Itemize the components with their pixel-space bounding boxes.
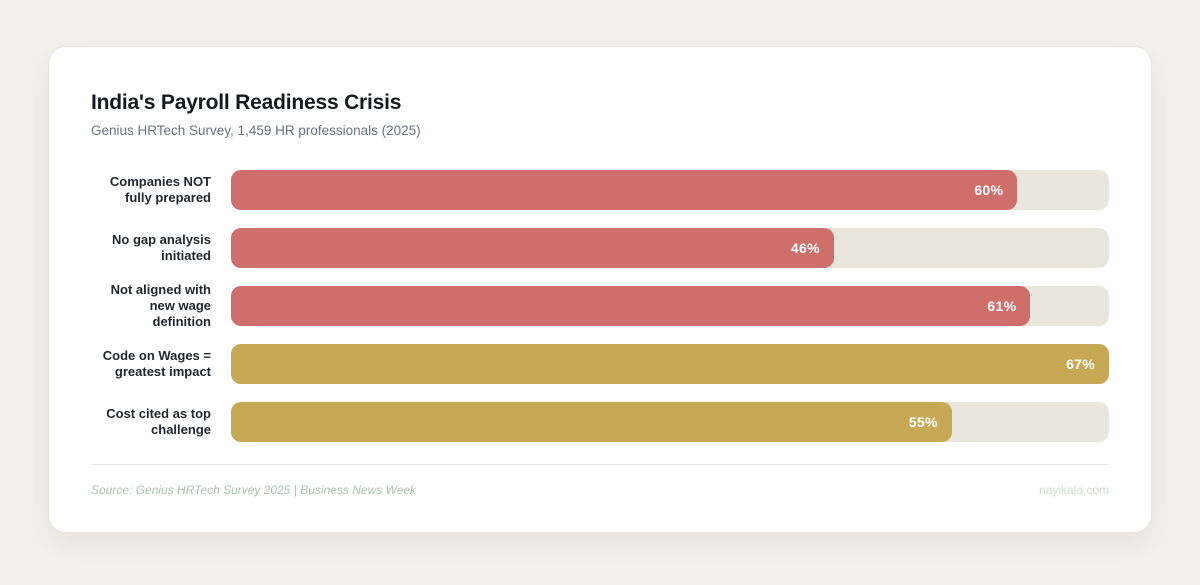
bar-value-label: 46% (790, 240, 820, 256)
footer: Source: Genius HRTech Survey 2025 | Busi… (91, 483, 1109, 497)
bar-row: Companies NOT fully prepared 60% (91, 170, 1109, 210)
bar-fill: 61% (231, 286, 1031, 326)
source-credit: Source: Genius HRTech Survey 2025 | Busi… (91, 483, 417, 497)
bar-value-label: 55% (908, 414, 938, 430)
bar-fill: 46% (231, 228, 834, 268)
bar-fill: 67% (231, 344, 1109, 384)
bar-chart: Companies NOT fully prepared 60% No gap an… (91, 170, 1109, 442)
page-subtitle: Genius HRTech Survey, 1,459 HR professio… (91, 123, 421, 138)
bar-label: Companies NOT fully prepared (109, 174, 211, 205)
bar-value-label: 60% (974, 182, 1004, 198)
bar-track: 46% (231, 228, 1109, 268)
bar-row: Code on Wages = greatest impact 67% (91, 344, 1109, 384)
bar-row: Cost cited as top challenge 55% (91, 402, 1109, 442)
bar-row: No gap analysis initiated 46% (91, 228, 1109, 268)
bar-fill: 55% (231, 402, 952, 442)
bar-value-label: 67% (1066, 356, 1095, 372)
bar-track: 61% (231, 286, 1109, 326)
bar-label: No gap analysis initiated (112, 232, 211, 263)
bar-track: 60% (231, 170, 1109, 210)
site-credit: nayikala.com (1038, 483, 1109, 497)
infographic-card: India's Payroll Readiness Crisis Genius … (48, 46, 1152, 533)
bar-value-label: 61% (987, 298, 1017, 314)
bar-fill: 60% (231, 170, 1018, 210)
bar-label: Code on Wages = greatest impact (102, 348, 211, 379)
bar-label: Not aligned with new wage definition (110, 282, 211, 329)
page-title: India's Payroll Readiness Crisis (91, 91, 402, 114)
footer-divider (91, 464, 1109, 465)
bar-track: 55% (231, 402, 1109, 442)
bar-label: Cost cited as top challenge (106, 406, 211, 437)
bar-track: 67% (231, 344, 1109, 384)
bar-row: Not aligned with new wage definition 61% (91, 282, 1109, 329)
